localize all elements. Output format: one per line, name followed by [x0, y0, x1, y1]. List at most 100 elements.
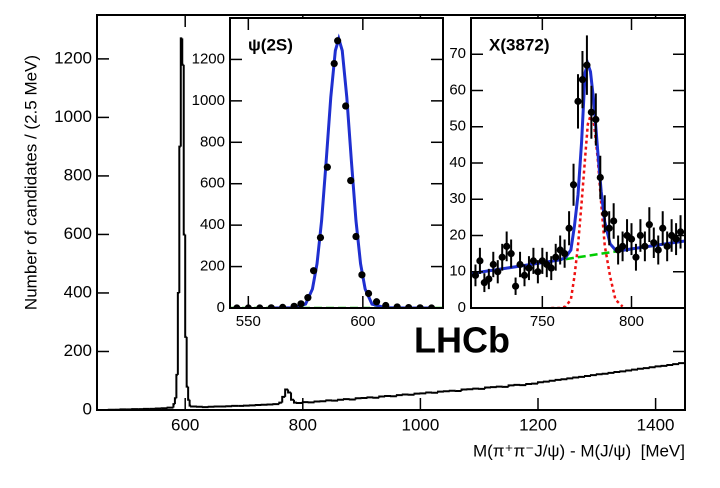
data-point	[569, 181, 578, 189]
data-point	[471, 271, 480, 279]
data-point	[382, 301, 390, 308]
plot-frame	[470, 17, 686, 309]
histogram-bin	[601, 372, 609, 375]
data-point	[565, 224, 573, 232]
data-point	[583, 61, 591, 69]
data-point	[503, 242, 511, 250]
histogram-bin	[542, 380, 550, 383]
histogram-bin	[179, 37, 183, 147]
histogram-bin	[378, 395, 386, 398]
y-tick-label: 70	[449, 45, 466, 62]
histogram-bin	[172, 403, 175, 408]
y-tick-label: 800	[64, 165, 92, 184]
data-point	[476, 257, 484, 265]
x-tick-label: 1000	[401, 416, 439, 435]
data-point	[676, 228, 685, 236]
y-tick-label: 0	[458, 299, 466, 316]
histogram-bin	[184, 234, 187, 338]
data-point	[654, 246, 662, 254]
data-point	[578, 76, 587, 84]
data-point	[347, 177, 355, 185]
histogram-bin	[437, 390, 444, 393]
histogram-bin	[507, 384, 515, 387]
histogram-bin	[636, 367, 644, 370]
y-tick-label: 1200	[54, 48, 92, 67]
x-tick-label: 800	[289, 416, 317, 435]
histogram-bin	[660, 364, 668, 367]
y-tick-label: 0	[217, 299, 225, 316]
data-point	[592, 115, 600, 124]
inset-title: X(3872)	[489, 35, 549, 54]
histogram-bin	[173, 397, 177, 405]
data-point	[618, 242, 627, 250]
data-point	[516, 260, 524, 269]
histogram-bin	[595, 373, 603, 376]
histogram-bin	[619, 370, 627, 373]
data-point	[323, 163, 331, 171]
y-tick-label: 800	[200, 133, 225, 150]
histogram-bin	[537, 381, 544, 384]
data-point	[641, 242, 649, 250]
data-point	[574, 97, 582, 105]
histogram-bin	[613, 370, 621, 373]
histogram-bin	[648, 366, 656, 369]
histogram-bin	[654, 365, 662, 368]
data-point	[309, 267, 318, 275]
histogram-bin	[366, 396, 374, 399]
y-tick-label: 400	[64, 282, 92, 301]
data-point	[605, 224, 613, 232]
histogram-bin	[589, 374, 597, 377]
histogram-bin	[448, 389, 456, 392]
histogram-bin	[188, 399, 192, 407]
y-tick-label: 200	[200, 258, 225, 275]
x-tick-label: 1200	[519, 416, 557, 435]
data-point	[498, 253, 506, 261]
histogram-bin	[584, 375, 591, 378]
data-point	[494, 268, 502, 276]
data-point	[507, 250, 515, 258]
fit-curve	[551, 112, 624, 308]
data-point	[663, 242, 671, 250]
histogram-bin	[292, 399, 297, 404]
y-tick-label: 1200	[192, 50, 225, 67]
data-point	[364, 289, 373, 298]
annotation: LHCb	[414, 320, 510, 361]
histogram-bin	[484, 386, 491, 389]
histogram-bin	[401, 393, 409, 396]
histogram-bin	[278, 401, 283, 405]
histogram-bin	[325, 399, 333, 402]
y-tick-label: 10	[449, 263, 466, 280]
x-tick-label: 600	[171, 416, 199, 435]
histogram-bin	[472, 387, 480, 390]
data-point	[610, 217, 618, 225]
data-point	[352, 232, 360, 241]
data-point	[290, 302, 298, 308]
histogram-bin	[281, 395, 286, 403]
data-point	[489, 260, 497, 269]
y-tick-label: 1000	[192, 92, 225, 109]
data-point	[529, 257, 538, 265]
histogram-bin	[185, 336, 189, 388]
plot-area	[97, 37, 685, 410]
histogram-bin	[187, 386, 190, 401]
data-point	[279, 303, 287, 308]
histogram-bin	[176, 291, 180, 375]
data-point	[316, 233, 325, 242]
histogram-bin	[513, 383, 521, 386]
data-point	[659, 224, 667, 232]
data-point	[636, 231, 645, 240]
data-point	[645, 221, 653, 229]
data-point	[547, 264, 555, 272]
data-point	[511, 282, 520, 290]
histogram-bin	[287, 389, 292, 394]
y-axis-label: Number of candidates / (2.5 MeV)	[21, 55, 40, 310]
histogram-bin	[460, 388, 468, 391]
data-point	[627, 235, 636, 243]
data-point	[485, 275, 493, 283]
histogram-bin	[572, 376, 580, 379]
data-point	[520, 271, 529, 279]
histogram-bin	[337, 398, 344, 401]
histogram-bin	[548, 379, 556, 382]
plot-area	[471, 35, 685, 308]
